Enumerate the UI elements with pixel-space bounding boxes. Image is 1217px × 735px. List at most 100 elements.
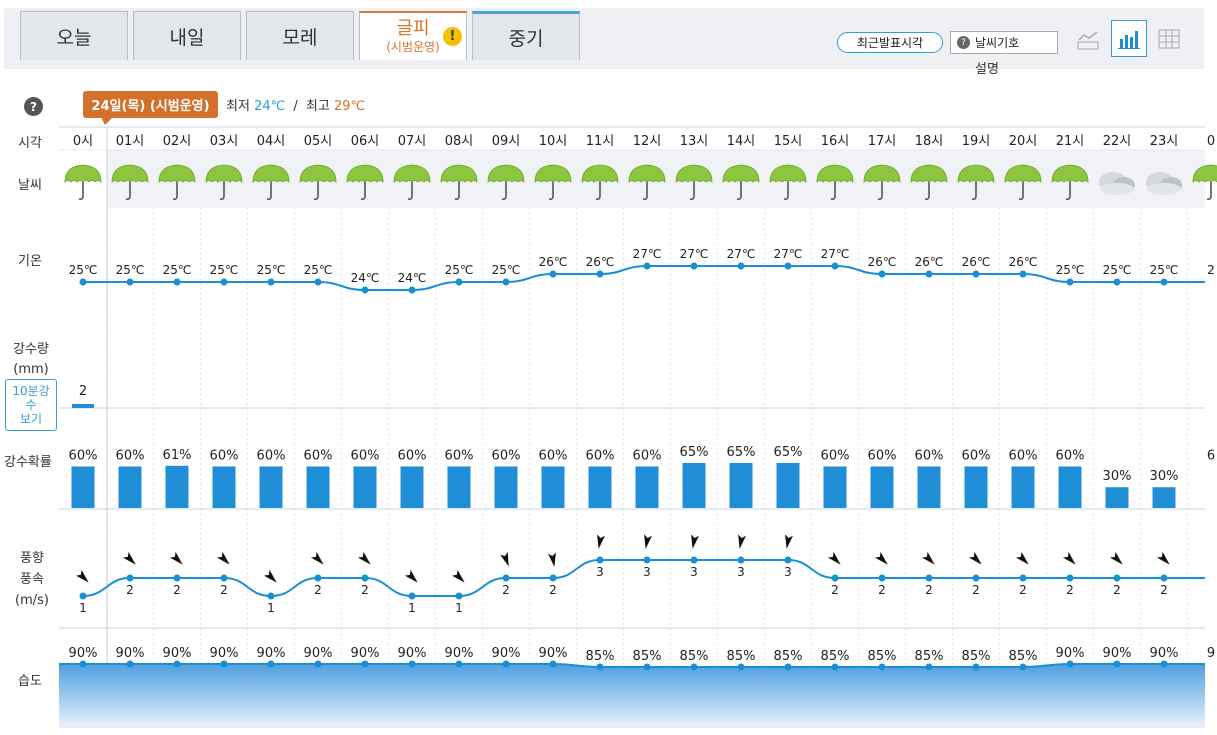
- humidity-label: 85%: [821, 649, 850, 664]
- ten-minute-precip-button[interactable]: 10분강 수 보기: [5, 379, 57, 431]
- humidity-point: [643, 663, 651, 671]
- recent-release-button[interactable]: 최근발표시각: [837, 32, 943, 53]
- umbrella-canopy: [299, 164, 337, 183]
- prob-label: 60%: [116, 448, 145, 463]
- humidity-point: [1066, 660, 1074, 668]
- humidity-label: 85%: [1009, 649, 1038, 664]
- hour-label: 16시: [821, 134, 850, 149]
- wind-speed-label: 3: [690, 565, 698, 579]
- humidity-point: [126, 660, 134, 668]
- tab-label: 오늘: [56, 26, 92, 49]
- help-icon[interactable]: ?: [24, 97, 43, 116]
- temperature-label: 27℃: [774, 247, 803, 261]
- umbrella-handle: [219, 182, 225, 200]
- tab-0[interactable]: 오늘: [20, 11, 128, 60]
- tab-1[interactable]: 내일: [133, 11, 241, 60]
- day-badge-pointer: [101, 117, 113, 125]
- umbrella-canopy: [205, 164, 243, 183]
- wind-arrow-shape: [644, 534, 652, 549]
- wind-speed-label: 2: [549, 583, 557, 597]
- temperature-point: [1066, 278, 1074, 286]
- prob-label: 60%: [868, 448, 897, 463]
- prob-bar: [1152, 487, 1176, 508]
- wind-speed-label: 2: [173, 583, 181, 597]
- humidity-point: [878, 663, 886, 671]
- hour-label: 03시: [210, 134, 239, 149]
- umbrella-handle: [548, 182, 554, 200]
- prob-bar: [165, 465, 189, 508]
- wind-arrow-icon: [169, 551, 183, 565]
- temperature-line: [82, 265, 1205, 291]
- tab-3[interactable]: 글피 (시범운영)!: [359, 11, 467, 60]
- humidity-line: [59, 663, 1205, 668]
- prob-bar: [1105, 487, 1129, 508]
- umbrella-canopy: [64, 164, 102, 183]
- humidity-label: 90%: [1150, 646, 1179, 661]
- hour-label: 0: [1207, 134, 1215, 149]
- tab-2[interactable]: 모레: [246, 11, 354, 60]
- prob-label: 60%: [539, 448, 568, 463]
- wind-arrow-shape: [968, 551, 982, 565]
- weather-symbol-desc: 설명: [975, 62, 999, 77]
- row-label-prob: 강수확률: [4, 455, 52, 470]
- wind-point: [737, 556, 745, 564]
- wind-speed-label: 2: [1160, 583, 1168, 597]
- prob-label: 30%: [1150, 469, 1179, 484]
- weather-symbol-label: 날씨기호: [975, 36, 1020, 50]
- wind-arrow-icon: [1109, 551, 1123, 565]
- umbrella-handle: [501, 182, 507, 200]
- line-chart-view-button[interactable]: [1071, 23, 1105, 57]
- umbrella-canopy: [393, 164, 431, 183]
- umbrella-canopy: [111, 164, 149, 183]
- umbrella-canopy: [910, 164, 948, 183]
- prob-bar: [776, 463, 800, 508]
- wind-speed-label: 2: [878, 583, 886, 597]
- wind-speed-label: 2: [831, 583, 839, 597]
- prob-label: 60%: [445, 448, 474, 463]
- wind-arrow-icon: [691, 534, 699, 549]
- weather-symbol-select[interactable]: ? 날씨기호: [950, 31, 1058, 54]
- temperature-label: 27℃: [821, 247, 850, 261]
- table-view-button[interactable]: [1152, 22, 1186, 56]
- bar-chart-view-button[interactable]: [1111, 20, 1147, 57]
- humidity-label: 85%: [727, 649, 756, 664]
- prob-label: 60%: [1009, 448, 1038, 463]
- table-icon: [1158, 29, 1180, 49]
- umbrella-icon: [346, 164, 384, 200]
- umbrella-canopy: [346, 164, 384, 183]
- umbrella-handle: [736, 182, 742, 200]
- humidity-point: [502, 660, 510, 668]
- umbrella-icon: [440, 164, 478, 200]
- hour-label: 15시: [774, 134, 803, 149]
- tab-4[interactable]: 중기: [472, 11, 580, 60]
- temperature-label: 25℃: [304, 263, 333, 277]
- max-value: 29℃: [333, 99, 366, 114]
- wind-arrow-shape: [1156, 551, 1170, 565]
- wind-point: [455, 592, 463, 600]
- temperature-point: [314, 278, 322, 286]
- temperature-point: [220, 278, 228, 286]
- umbrella-icon: [722, 164, 760, 200]
- hour-label: 0시: [73, 134, 93, 149]
- hour-label: 07시: [398, 134, 427, 149]
- prob-bar: [917, 466, 941, 508]
- prob-bar: [353, 466, 377, 508]
- humidity-label: 85%: [774, 649, 803, 664]
- umbrella-icon: [205, 164, 243, 200]
- wind-speed-label: 3: [643, 565, 651, 579]
- temperature-point: [455, 278, 463, 286]
- warning-icon: !: [443, 27, 462, 46]
- umbrella-icon: [393, 164, 431, 200]
- umbrella-icon: [299, 164, 337, 200]
- umbrella-canopy: [252, 164, 290, 183]
- temperature-point: [878, 270, 886, 278]
- wind-arrow-icon: [921, 551, 935, 565]
- temperature-label: 26℃: [868, 255, 897, 269]
- humidity-label: 90%: [398, 646, 427, 661]
- hour-label: 01시: [116, 134, 145, 149]
- umbrella-handle: [1206, 182, 1212, 200]
- tab-label: 모레: [282, 26, 318, 49]
- temperature-point: [1113, 278, 1121, 286]
- umbrella-canopy: [1004, 164, 1042, 183]
